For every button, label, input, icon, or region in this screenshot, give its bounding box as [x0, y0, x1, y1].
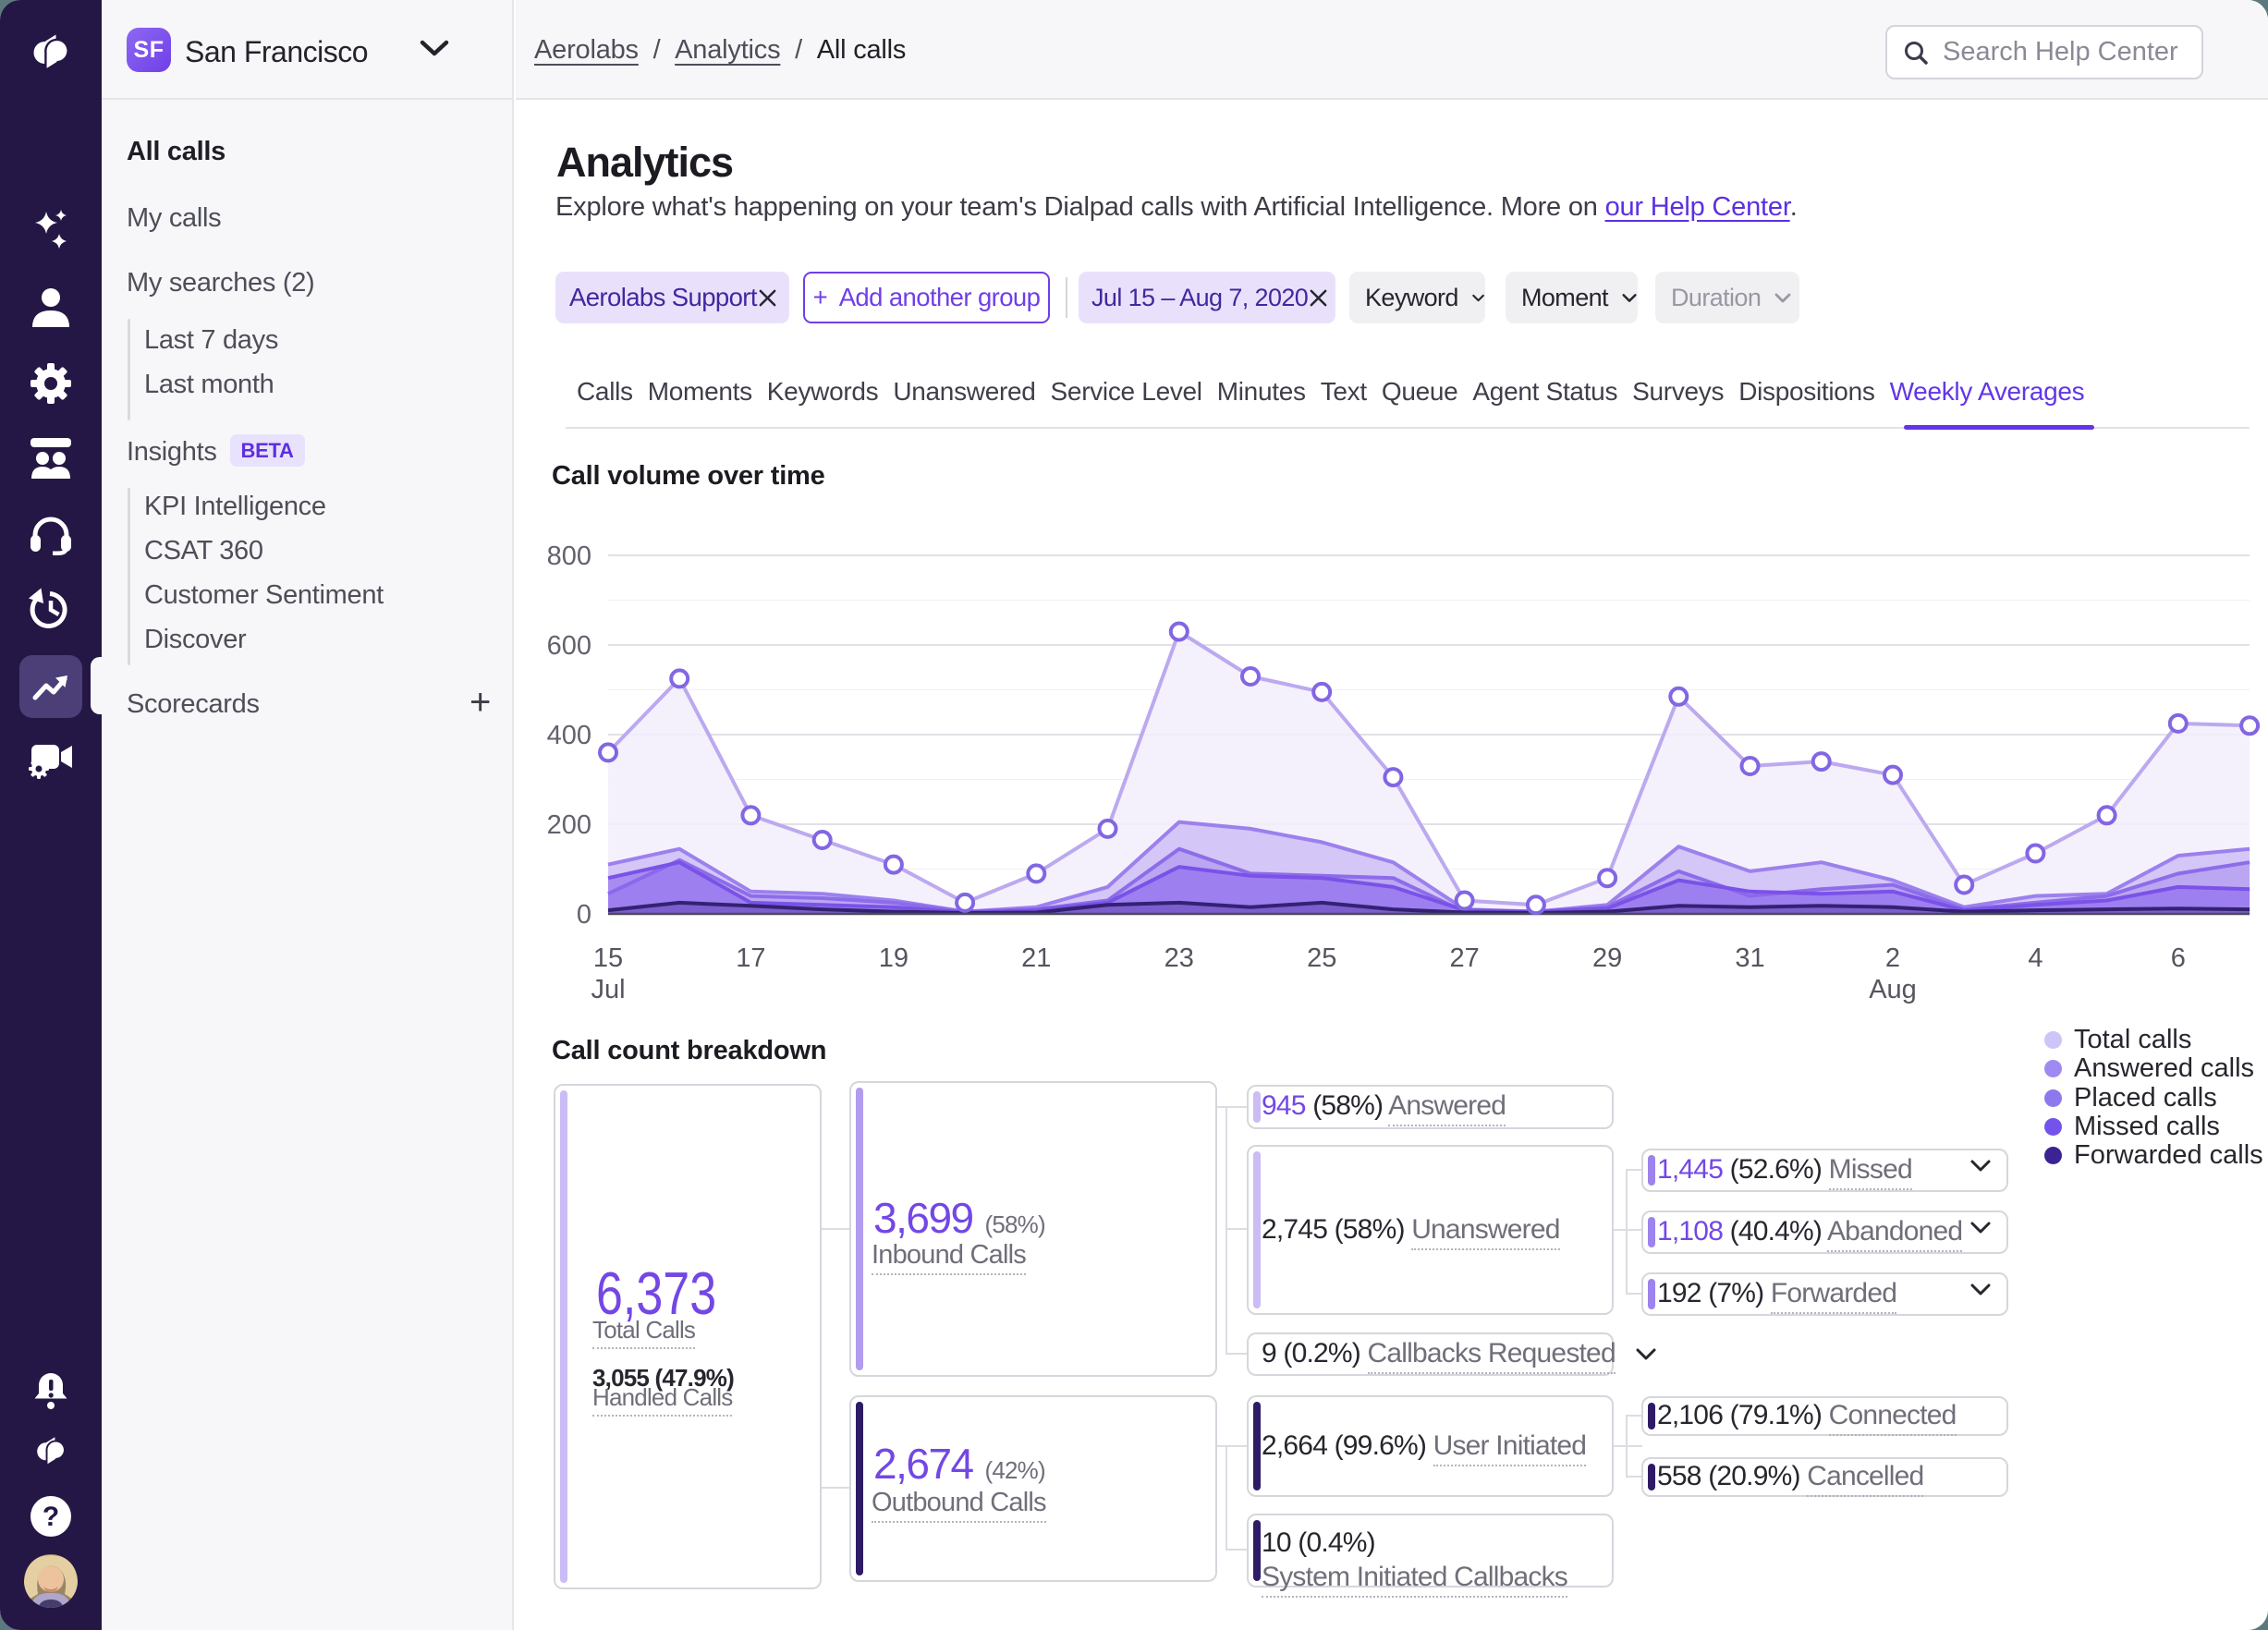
svg-text:17: 17: [736, 943, 765, 973]
svg-text:4: 4: [2028, 943, 2042, 973]
svg-text:?: ?: [43, 1502, 59, 1532]
svg-text:0: 0: [577, 900, 591, 930]
svg-text:31: 31: [1735, 943, 1764, 973]
svg-text:600: 600: [547, 631, 591, 661]
svg-text:Aug: Aug: [1869, 975, 1917, 1004]
svg-text:400: 400: [547, 721, 591, 750]
svg-text:6: 6: [2171, 943, 2186, 973]
svg-text:23: 23: [1164, 943, 1194, 973]
svg-text:29: 29: [1592, 943, 1622, 973]
svg-text:2: 2: [1885, 943, 1900, 973]
svg-text:25: 25: [1307, 943, 1336, 973]
svg-text:27: 27: [1449, 943, 1479, 973]
svg-text:21: 21: [1021, 943, 1051, 973]
svg-text:800: 800: [547, 541, 591, 571]
svg-text:200: 200: [547, 810, 591, 840]
svg-text:Jul: Jul: [591, 975, 625, 1004]
svg-text:15: 15: [593, 943, 623, 973]
svg-text:19: 19: [879, 943, 908, 973]
